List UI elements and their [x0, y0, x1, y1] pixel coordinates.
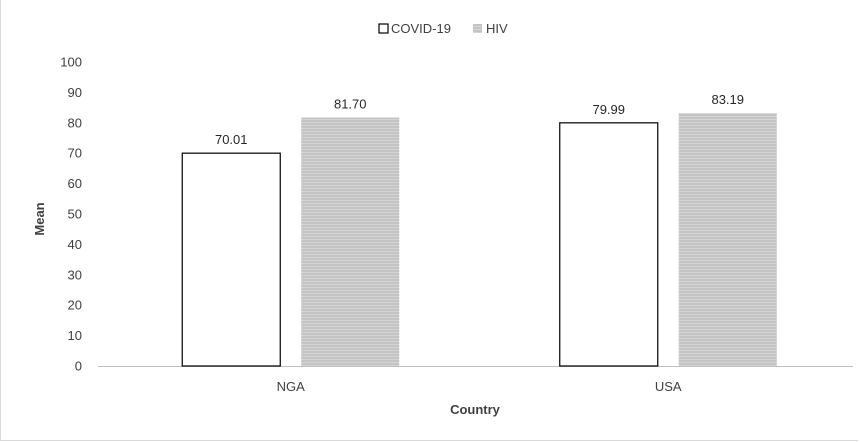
bars — [181, 113, 777, 367]
bar-covid-19-nga — [181, 152, 281, 367]
y-tick-label: 90 — [68, 85, 82, 100]
y-tick-label: 0 — [75, 359, 82, 374]
y-tick-labels: 0 10 20 30 40 50 60 70 80 90 100 — [60, 55, 82, 374]
legend-label-hiv: HIV — [486, 21, 508, 36]
x-tick-labels: NGA USA — [277, 379, 682, 394]
data-label: 79.99 — [592, 102, 625, 117]
bar-covid-19-usa — [559, 122, 659, 367]
y-tick-label: 30 — [68, 267, 82, 282]
x-tick-label: NGA — [277, 379, 306, 394]
y-tick-label: 10 — [68, 328, 82, 343]
legend: COVID-19 HIV — [378, 21, 508, 36]
y-tick-label: 50 — [68, 207, 82, 222]
data-label: 81.70 — [334, 97, 367, 112]
x-axis-title: Country — [450, 402, 501, 417]
y-tick-label: 40 — [68, 237, 82, 252]
y-tick-label: 80 — [68, 115, 82, 130]
bar-hiv-usa — [678, 113, 777, 366]
legend-label-covid: COVID-19 — [391, 21, 451, 36]
y-tick-label: 20 — [68, 298, 82, 313]
y-axis-title: Mean — [32, 202, 47, 235]
x-tick-label: USA — [655, 379, 682, 394]
data-label: 83.19 — [711, 92, 744, 107]
y-tick-label: 100 — [60, 55, 82, 70]
legend-swatch-covid — [378, 23, 389, 34]
y-tick-label: 60 — [68, 176, 82, 191]
y-tick-label: 70 — [68, 146, 82, 161]
legend-swatch-hiv — [473, 24, 482, 33]
data-label: 70.01 — [215, 132, 248, 147]
data-labels: 70.01 81.70 79.99 83.19 — [215, 92, 744, 147]
bar-hiv-nga — [301, 117, 400, 367]
